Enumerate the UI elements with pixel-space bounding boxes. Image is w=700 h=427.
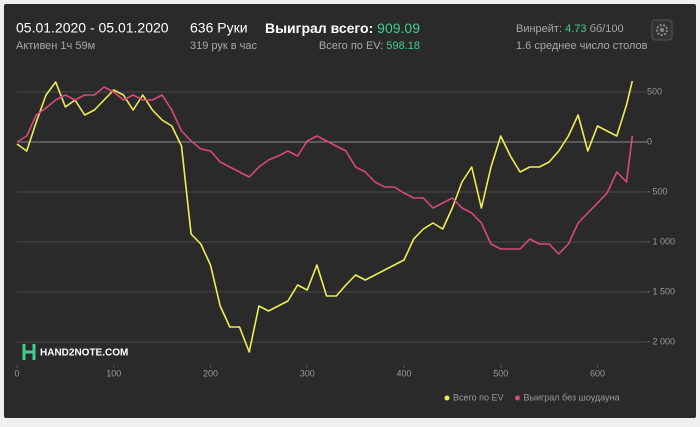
x-tick-label: 200	[203, 368, 218, 378]
logo-text: HAND2NOTE.COM	[40, 348, 128, 359]
logo: HAND2NOTE.COM	[22, 344, 128, 360]
series-line	[16, 80, 634, 353]
winrate-stat: Винрейт: 4.73 бб/100	[516, 23, 624, 35]
settings-button[interactable]	[651, 19, 673, 41]
hands: 636 Руки	[190, 20, 248, 36]
x-tick-label: 0	[14, 368, 19, 378]
ev-label: Всего по EV:	[319, 40, 383, 52]
y-tick-label: - 500	[647, 186, 668, 196]
winrate-unit: бб/100	[590, 23, 624, 35]
x-tick-label: 400	[396, 368, 411, 378]
active-time: Активен 1ч 59м	[16, 40, 95, 52]
hands-per-hour: 319 рук в час	[190, 40, 258, 52]
y-tick-label: - 1 000	[647, 236, 675, 246]
chart: 500 0 - 500 - 1 000 - 1 500 - 2 000 0 100 200 300…	[14, 80, 675, 402]
tables: 1.6 среднее число столов	[516, 40, 648, 52]
y-tick-label: 0	[647, 136, 652, 146]
panel-bg	[4, 4, 696, 418]
legend-label: Выиграл без шоудауна	[523, 392, 619, 402]
won-stat: Выиграл всего: 909.09	[265, 20, 420, 36]
legend-label: Всего по EV	[453, 392, 503, 402]
y-tick-label: - 2 000	[647, 336, 675, 346]
date-range: 05.01.2020 - 05.01.2020	[16, 20, 169, 36]
ev-value: 598.18	[386, 40, 420, 52]
legend-marker	[444, 395, 450, 401]
ev-stat: Всего по EV: 598.18	[319, 40, 420, 52]
x-tick-label: 300	[300, 368, 315, 378]
x-tick-label: 100	[106, 368, 121, 378]
legend: Всего по EV Выиграл без шоудауна	[444, 392, 619, 402]
x-tick-label: 600	[590, 368, 605, 378]
x-tick-label: 500	[493, 368, 508, 378]
y-tick-label: - 1 500	[647, 286, 675, 296]
legend-marker	[514, 395, 520, 401]
series-line	[16, 86, 634, 255]
won-label: Выиграл всего:	[265, 20, 373, 36]
won-value: 909.09	[377, 20, 420, 36]
winrate-value: 4.73	[565, 23, 586, 35]
winrate-label: Винрейт:	[516, 23, 562, 35]
y-tick-label: 500	[647, 86, 662, 96]
